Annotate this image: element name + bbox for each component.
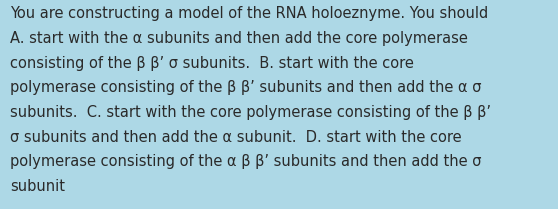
Text: subunits.  C. start with the core polymerase consisting of the β β’: subunits. C. start with the core polymer… bbox=[10, 105, 491, 120]
Text: subunit: subunit bbox=[10, 179, 65, 194]
Text: σ subunits and then add the α subunit.  D. start with the core: σ subunits and then add the α subunit. D… bbox=[10, 130, 461, 145]
Text: polymerase consisting of the α β β’ subunits and then add the σ: polymerase consisting of the α β β’ subu… bbox=[10, 154, 482, 169]
Text: You are constructing a model of the RNA holoeznyme. You should: You are constructing a model of the RNA … bbox=[10, 6, 488, 21]
Text: A. start with the α subunits and then add the core polymerase: A. start with the α subunits and then ad… bbox=[10, 31, 468, 46]
Text: consisting of the β β’ σ subunits.  B. start with the core: consisting of the β β’ σ subunits. B. st… bbox=[10, 56, 414, 71]
Text: polymerase consisting of the β β’ subunits and then add the α σ: polymerase consisting of the β β’ subuni… bbox=[10, 80, 482, 95]
